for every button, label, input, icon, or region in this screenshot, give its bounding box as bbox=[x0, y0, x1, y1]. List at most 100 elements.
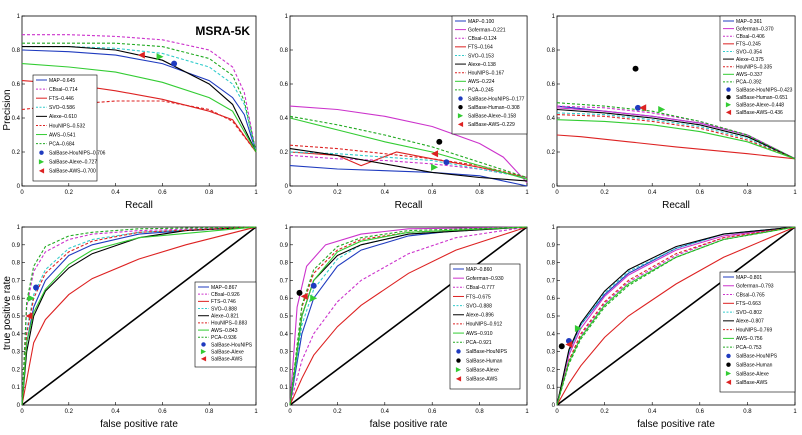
legend-entry: PCA–0.936 bbox=[211, 335, 237, 341]
y-tick-label: 0.9 bbox=[12, 243, 21, 249]
chance-diagonal bbox=[289, 226, 528, 406]
x-tick-label: 1 bbox=[525, 190, 529, 196]
series-line-aws bbox=[289, 117, 528, 180]
legend-entry: SalBase-Alexe bbox=[466, 367, 499, 373]
x-tick-label: 0 bbox=[288, 409, 292, 415]
legend-entry: SalBase-Human bbox=[466, 358, 503, 364]
legend-marker bbox=[200, 356, 207, 362]
data-point-salbase-hounips bbox=[171, 60, 178, 67]
y-tick-label: 0 bbox=[552, 403, 556, 409]
legend-marker bbox=[726, 94, 731, 100]
y-tick-label: 0.5 bbox=[280, 314, 289, 320]
y-tick-label: 0 bbox=[552, 184, 556, 190]
legend-entry: HouNIPS–0.532 bbox=[49, 123, 85, 129]
x-tick-label: 0.8 bbox=[205, 409, 214, 415]
legend-entry: AWS–0.756 bbox=[736, 336, 763, 342]
x-tick-label: 0.6 bbox=[696, 190, 705, 196]
legend-entry: Alexe–0.896 bbox=[466, 313, 494, 319]
ylabel-bottom: true positive rate bbox=[2, 276, 13, 350]
legend-entry: FTS–0.446 bbox=[49, 96, 74, 102]
y-tick-label: 0.2 bbox=[280, 367, 289, 373]
y-tick-label: 0.9 bbox=[280, 243, 289, 249]
legend-entry: HouNIPS–0.883 bbox=[211, 321, 247, 327]
legend-marker bbox=[726, 87, 731, 92]
legend-marker bbox=[39, 150, 44, 155]
data-point-salbase-human bbox=[296, 289, 303, 296]
legend-entry: SalBase-AWS bbox=[466, 377, 498, 383]
legend-entry: MAP–0.867 bbox=[211, 285, 237, 291]
legend-entry: Alexe–0.821 bbox=[211, 314, 239, 320]
data-point-salbase-human bbox=[632, 65, 639, 72]
legend-entry: CBsal–0.926 bbox=[211, 292, 240, 298]
y-tick-label: 0.8 bbox=[280, 48, 289, 54]
data-point-salbase-alexe bbox=[658, 106, 666, 113]
x-tick-label: 1 bbox=[793, 190, 797, 196]
data-point-salbase-human bbox=[558, 343, 565, 350]
legend-entry: HouNIPS–0.912 bbox=[466, 322, 502, 328]
x-tick-label: 0.2 bbox=[65, 190, 74, 196]
y-tick-label: 0.3 bbox=[547, 350, 556, 356]
legend-entry: CBsal–0.714 bbox=[49, 87, 78, 93]
y-tick-label: 0.5 bbox=[12, 314, 21, 320]
legend-entry: MAP–0.801 bbox=[736, 275, 762, 281]
legend: MAP–0.100 Goferman–0.221 CBsal–0.124 FTS–0.… bbox=[451, 15, 528, 135]
data-point-salbase-aws bbox=[137, 51, 145, 59]
legend-marker bbox=[456, 358, 461, 363]
y-tick-label: 0.2 bbox=[12, 367, 21, 373]
data-point-salbase-hounips bbox=[634, 104, 641, 111]
legend-box bbox=[32, 74, 98, 182]
series-line-hounips bbox=[556, 226, 796, 406]
y-tick-label: 0.7 bbox=[280, 278, 289, 284]
y-tick-label: 0.4 bbox=[280, 116, 289, 122]
legend-entry: MAP–0.100 bbox=[468, 19, 494, 25]
x-axis-label: Recall bbox=[662, 200, 690, 211]
legend-entry: CBsal–0.406 bbox=[736, 34, 765, 40]
legend-entry: SalBase-AWS bbox=[211, 357, 243, 363]
x-tick-label: 0.2 bbox=[333, 190, 342, 196]
legend-marker bbox=[455, 376, 462, 382]
data-point-salbase-aws bbox=[639, 104, 647, 112]
series-line-cbsal bbox=[289, 226, 528, 406]
y-tick-label: 0 bbox=[285, 184, 289, 190]
x-tick-label: 0.6 bbox=[158, 190, 167, 196]
legend-marker bbox=[457, 121, 464, 127]
legend-entry: PCA–0.753 bbox=[736, 345, 762, 351]
x-tick-label: 0 bbox=[555, 409, 559, 415]
x-tick-label: 0.2 bbox=[600, 190, 609, 196]
y-tick-label: 0.6 bbox=[12, 82, 21, 88]
legend-marker bbox=[457, 113, 464, 119]
chart-panel-2: 00.20.40.60.8100.20.40.60.81Bruce-ARecal… bbox=[280, 14, 530, 211]
y-tick-label: 0.6 bbox=[547, 296, 556, 302]
legend-marker bbox=[38, 159, 45, 165]
legend-marker bbox=[201, 342, 206, 347]
legend-entry: Alexe–0.375 bbox=[736, 57, 764, 63]
y-tick-label: 0.6 bbox=[280, 296, 289, 302]
y-tick-label: 0.3 bbox=[12, 350, 21, 356]
series-line-pca bbox=[556, 102, 796, 160]
x-tick-label: 0.6 bbox=[696, 409, 705, 415]
x-tick-label: 0.8 bbox=[475, 190, 484, 196]
x-axis-label: Recall bbox=[125, 200, 153, 211]
data-point-salbase-hounips bbox=[33, 284, 40, 291]
data-point-salbase-alexe bbox=[27, 294, 35, 302]
series-line-pca bbox=[289, 115, 528, 179]
legend-entry: SVO–0.354 bbox=[736, 49, 762, 55]
legend-entry: SalBase-AWS bbox=[736, 380, 768, 386]
x-tick-label: 0.4 bbox=[381, 409, 390, 415]
legend-entry: SVO–0.802 bbox=[736, 310, 762, 316]
series-line-aws bbox=[21, 63, 257, 153]
legend-marker bbox=[726, 353, 731, 359]
legend-entry: SalBase-Alexe bbox=[211, 349, 244, 355]
x-tick-label: 1 bbox=[525, 409, 529, 415]
x-tick-label: 0.2 bbox=[333, 409, 342, 415]
legend-entry: CBsal–0.124 bbox=[468, 36, 497, 42]
chart-panel-3: 00.20.40.60.8100.20.40.60.81Judd-ARecall… bbox=[547, 14, 798, 211]
x-tick-label: 0.6 bbox=[428, 190, 437, 196]
series-line-hounips bbox=[556, 114, 796, 160]
x-tick-label: 0.2 bbox=[600, 409, 609, 415]
data-point-salbase-aws bbox=[565, 340, 573, 348]
legend-box bbox=[451, 15, 528, 135]
legend-entry: Alexe–0.138 bbox=[468, 62, 496, 68]
x-tick-label: 0.4 bbox=[111, 190, 120, 196]
